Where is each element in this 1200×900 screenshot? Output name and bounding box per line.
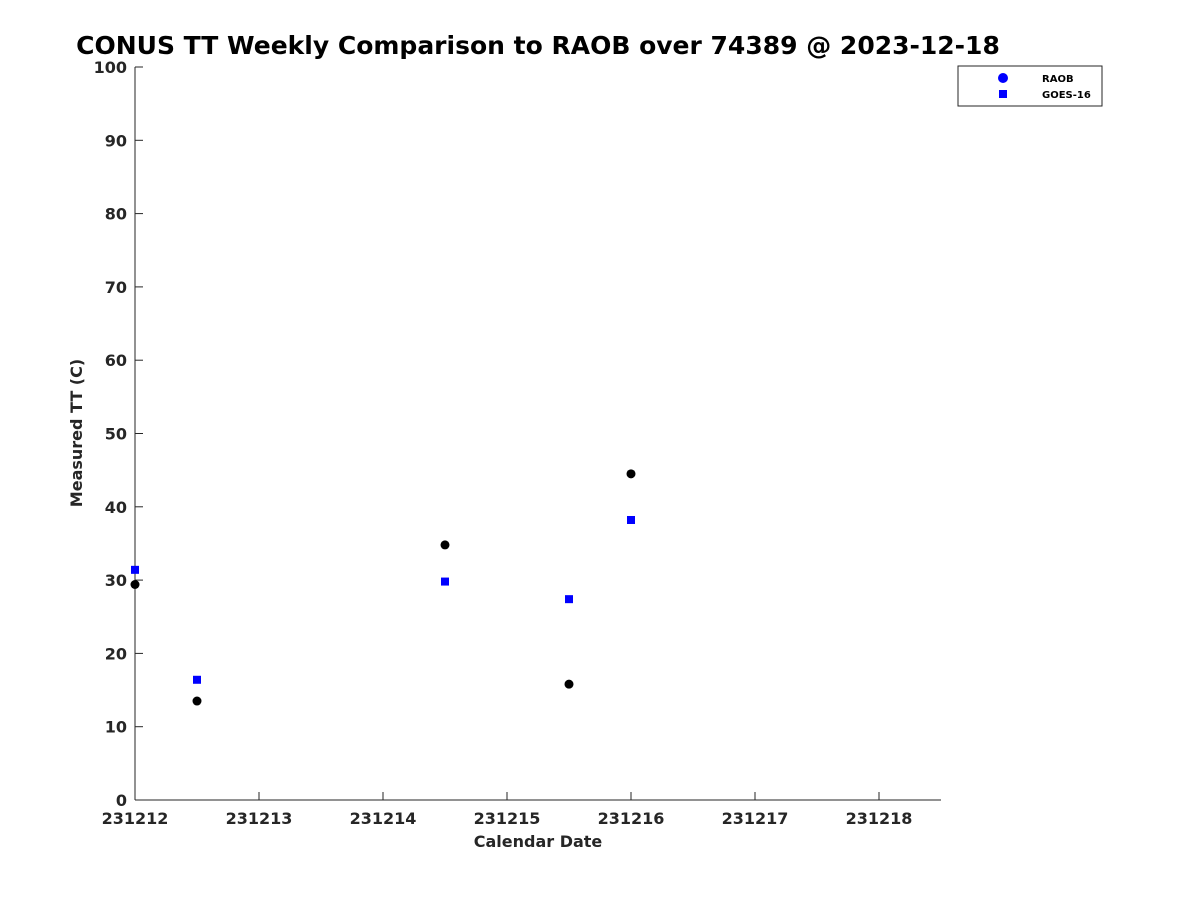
legend: RAOB GOES-16: [957, 65, 1103, 107]
goes16-point: [193, 675, 201, 684]
y-axis-ticks: 0 10 20 30 40 50 60 70 80 90 100: [94, 58, 143, 810]
y-tick-label: 70: [105, 278, 127, 297]
x-tick-label: 231215: [474, 809, 541, 828]
x-tick-label: 231214: [350, 809, 417, 828]
legend-square-icon: [999, 90, 1007, 98]
x-tick-label: 231216: [598, 809, 665, 828]
data-points: [130, 469, 636, 706]
goes16-point: [441, 577, 449, 586]
x-tick-label: 231218: [846, 809, 913, 828]
x-tick-label: 231212: [102, 809, 169, 828]
y-tick-label: 30: [105, 571, 127, 590]
raob-point: [192, 696, 202, 706]
x-tick-label: 231213: [226, 809, 293, 828]
y-axis-label: Measured TT (C): [67, 359, 86, 507]
y-tick-label: 20: [105, 644, 127, 663]
legend-circle-icon: [998, 73, 1008, 83]
raob-point: [564, 679, 574, 689]
goes16-point: [627, 515, 635, 524]
x-tick-label: 231217: [722, 809, 789, 828]
y-tick-label: 50: [105, 425, 127, 444]
goes16-point: [131, 565, 139, 574]
chart-title: CONUS TT Weekly Comparison to RAOB over …: [76, 31, 1000, 60]
raob-point: [626, 469, 636, 479]
raob-point: [440, 540, 450, 550]
goes16-point: [565, 595, 573, 604]
y-tick-label: 90: [105, 131, 127, 150]
y-tick-label: 60: [105, 351, 127, 370]
raob-point: [130, 579, 140, 589]
y-tick-label: 80: [105, 205, 127, 224]
y-tick-label: 0: [116, 791, 127, 810]
legend-label: GOES-16: [1042, 90, 1091, 101]
y-tick-label: 10: [105, 718, 127, 737]
x-axis-label: Calendar Date: [474, 832, 603, 851]
legend-box: [957, 65, 1103, 107]
x-axis-ticks: 231212 231213 231214 231215 231216 231217 2312…: [102, 792, 913, 828]
y-tick-label: 100: [94, 58, 127, 77]
legend-label: RAOB: [1042, 74, 1074, 85]
y-tick-label: 40: [105, 498, 127, 517]
